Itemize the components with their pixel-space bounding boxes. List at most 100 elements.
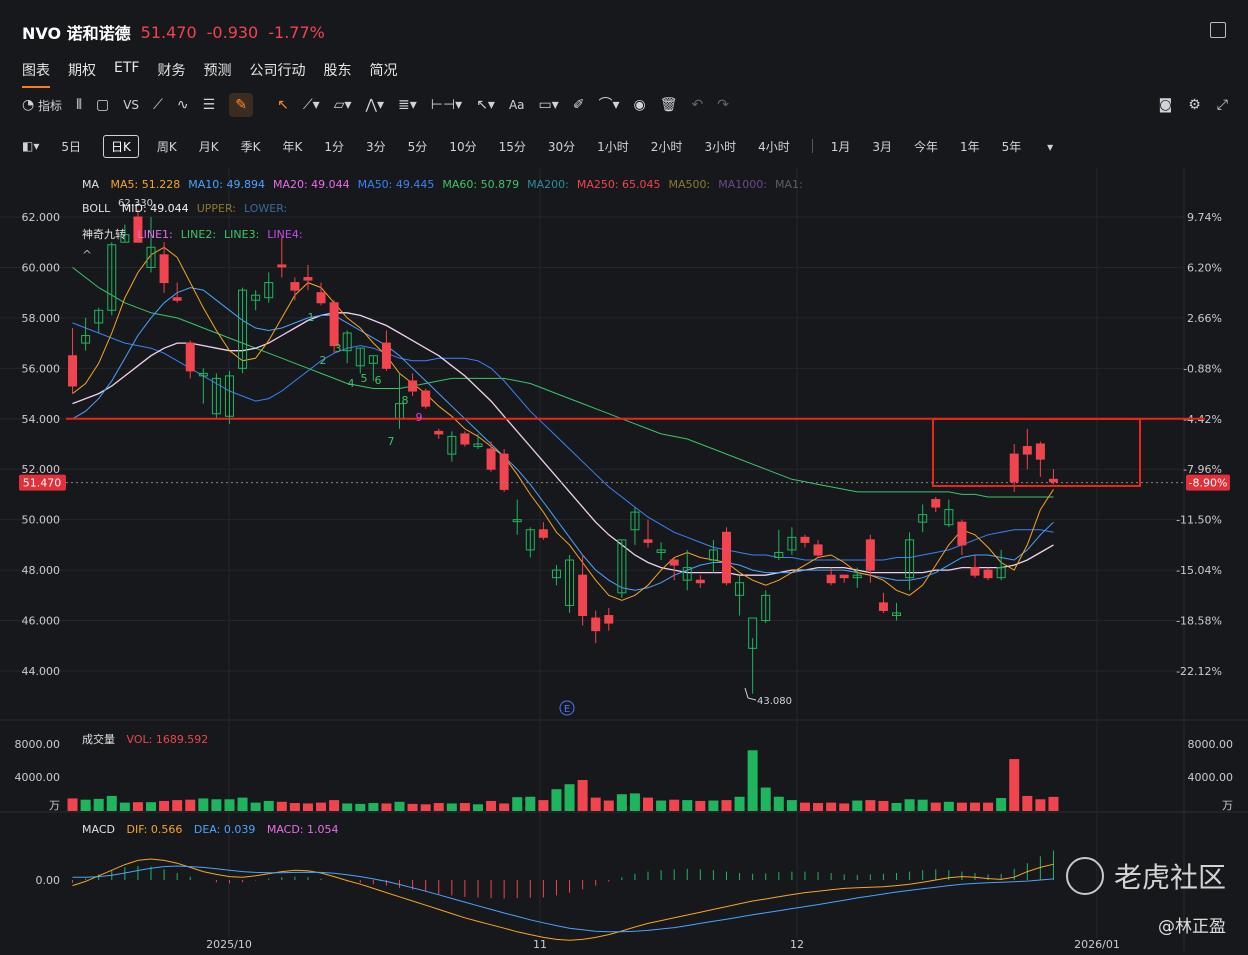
volume-bar (132, 802, 143, 811)
tab-chart[interactable]: 图表 (22, 60, 50, 88)
tab-corporate-actions[interactable]: 公司行动 (249, 63, 306, 79)
candle-body (159, 254, 169, 284)
visibility-tool[interactable]: ◉ (634, 93, 646, 117)
candle-body (133, 216, 143, 243)
layout-button[interactable]: ☰ (203, 93, 216, 117)
overlay-button[interactable]: ∿ (177, 93, 189, 117)
highlight-box (932, 418, 1141, 487)
volume-bar (1035, 799, 1046, 811)
arrow-tool[interactable]: ↖▾ (476, 93, 495, 117)
volume-bar (67, 798, 78, 811)
redo-button[interactable]: ↷ (717, 93, 729, 117)
chart-area[interactable]: 62.000 9.74% 60.000 6.20% 58.000 2.66% 56.000 -… (0, 168, 1248, 951)
candle-body (852, 574, 862, 579)
magnet-tool[interactable]: ⌒▾ (599, 93, 620, 117)
period-2h[interactable]: 2小时 (650, 139, 683, 154)
date-axis-label: 12 (790, 938, 804, 951)
tab-etf[interactable]: ETF (114, 60, 140, 76)
range-1mo[interactable]: 1月 (830, 139, 851, 154)
ma5-line (72, 246, 1054, 601)
boll-legend-item-1: UPPER: (196, 202, 236, 215)
period-quarterly[interactable]: 季K (240, 139, 261, 154)
candle-body (198, 372, 208, 377)
ma-legend-item-8: MA1000: (718, 178, 767, 191)
range-5y[interactable]: 5年 ▾ (1001, 139, 1054, 154)
undo-button[interactable]: ↶ (692, 93, 704, 117)
fib-tool[interactable]: ≣▾ (398, 93, 417, 117)
period-4h[interactable]: 4小时 (758, 139, 790, 154)
delete-tool[interactable]: 🗑 (660, 93, 678, 117)
comment-icon: ▭▾ (538, 97, 559, 113)
draw-pen-button[interactable]: ✎ (229, 93, 254, 117)
period-weekly[interactable]: 周K (156, 139, 177, 154)
earnings-marker (559, 700, 575, 716)
wave-icon: ∿ (176, 97, 189, 113)
volume-bar (682, 800, 693, 811)
candle-body (839, 574, 849, 579)
shape-tool[interactable]: ▱▾ (334, 93, 352, 117)
watermark: 老虎社区 (1065, 856, 1226, 896)
period-1h[interactable]: 1小时 (597, 139, 629, 154)
candle-body (800, 536, 810, 543)
text-tool[interactable]: Aa (508, 98, 525, 112)
period-5d[interactable]: 5日 (61, 139, 82, 154)
period-yearly[interactable]: 年K (282, 139, 303, 154)
chart-type-button[interactable]: ⟋ (153, 93, 163, 117)
pct-axis-label: -7.96% (1183, 463, 1222, 476)
brush-tool[interactable]: ✐ (573, 93, 585, 117)
period-10m[interactable]: 10分 (449, 139, 477, 154)
period-15m[interactable]: 15分 (498, 139, 526, 154)
ma-legend-item-7: MA500: (668, 178, 711, 191)
expand-icon[interactable] (1210, 22, 1226, 38)
td-count-6: 6 (375, 374, 382, 387)
frame-button[interactable]: ▢ (96, 93, 109, 117)
candle-style-button[interactable]: ⫴ (76, 93, 82, 117)
magic-legend-item-1: LINE2: (180, 228, 217, 241)
price-axis-label: 50.000 (22, 514, 61, 527)
volume-bar (969, 802, 980, 811)
volume-bar (80, 799, 91, 811)
tab-financials[interactable]: 财务 (157, 63, 186, 79)
fullscreen-icon[interactable]: ⤢ (1216, 97, 1228, 113)
period-1m[interactable]: 1分 (324, 139, 345, 154)
pattern-tool[interactable]: ⋀▾ (365, 93, 384, 117)
pct-axis-label: 2.66% (1187, 312, 1222, 325)
tab-shareholders[interactable]: 股东 (323, 63, 352, 79)
camera-icon[interactable]: ◙ (1158, 97, 1173, 113)
compare-button[interactable]: VS (123, 98, 140, 112)
boll-legend: BOLL MID: 49.044 UPPER: LOWER: (82, 202, 303, 215)
layout-toggle-icon[interactable]: ◧▾ (22, 139, 40, 153)
cursor-button[interactable]: ↖ (277, 93, 289, 117)
tab-forecast[interactable]: 预测 (203, 63, 232, 79)
period-daily[interactable]: 日K (103, 134, 139, 158)
period-3m[interactable]: 3分 (366, 139, 386, 154)
tab-options[interactable]: 期权 (68, 63, 96, 79)
candle-body (996, 567, 1006, 579)
candle-body (486, 448, 496, 470)
measure-tool[interactable]: ⊢⊣▾ (431, 93, 462, 117)
comment-tool[interactable]: ▭▾ (539, 93, 559, 117)
pct-axis-label: 9.74% (1187, 211, 1222, 224)
vol-axis-label: 8000.00 (15, 738, 61, 751)
chart-svg[interactable]: 62.000 9.74% 60.000 6.20% 58.000 2.66% 56.000 -… (0, 168, 1248, 951)
period-monthly[interactable]: 月K (198, 139, 219, 154)
volume-bar (760, 787, 771, 811)
candle-body (94, 309, 104, 324)
collapse-legend-icon[interactable]: ^ (82, 248, 93, 262)
shape-icon: ▱▾ (333, 97, 352, 113)
tab-profile[interactable]: 简况 (369, 63, 398, 79)
range-3mo[interactable]: 3月 (872, 139, 892, 154)
gear-icon[interactable]: ⚙ (1188, 97, 1201, 113)
candle-body (434, 430, 444, 435)
range-1y[interactable]: 1年 (960, 139, 980, 154)
range-ytd[interactable]: 今年 (914, 139, 939, 154)
indicator-button[interactable]: ◔ 指标 (22, 93, 62, 117)
volume-bar (813, 803, 824, 811)
trendline-tool[interactable]: ⟋▾ (303, 93, 320, 117)
period-3h[interactable]: 3小时 (704, 139, 737, 154)
volume-bar (420, 804, 431, 811)
period-30m[interactable]: 30分 (547, 139, 576, 154)
td-count-3: 3 (335, 342, 342, 355)
ma60-line (72, 267, 1054, 498)
period-5m[interactable]: 5分 (407, 139, 428, 154)
